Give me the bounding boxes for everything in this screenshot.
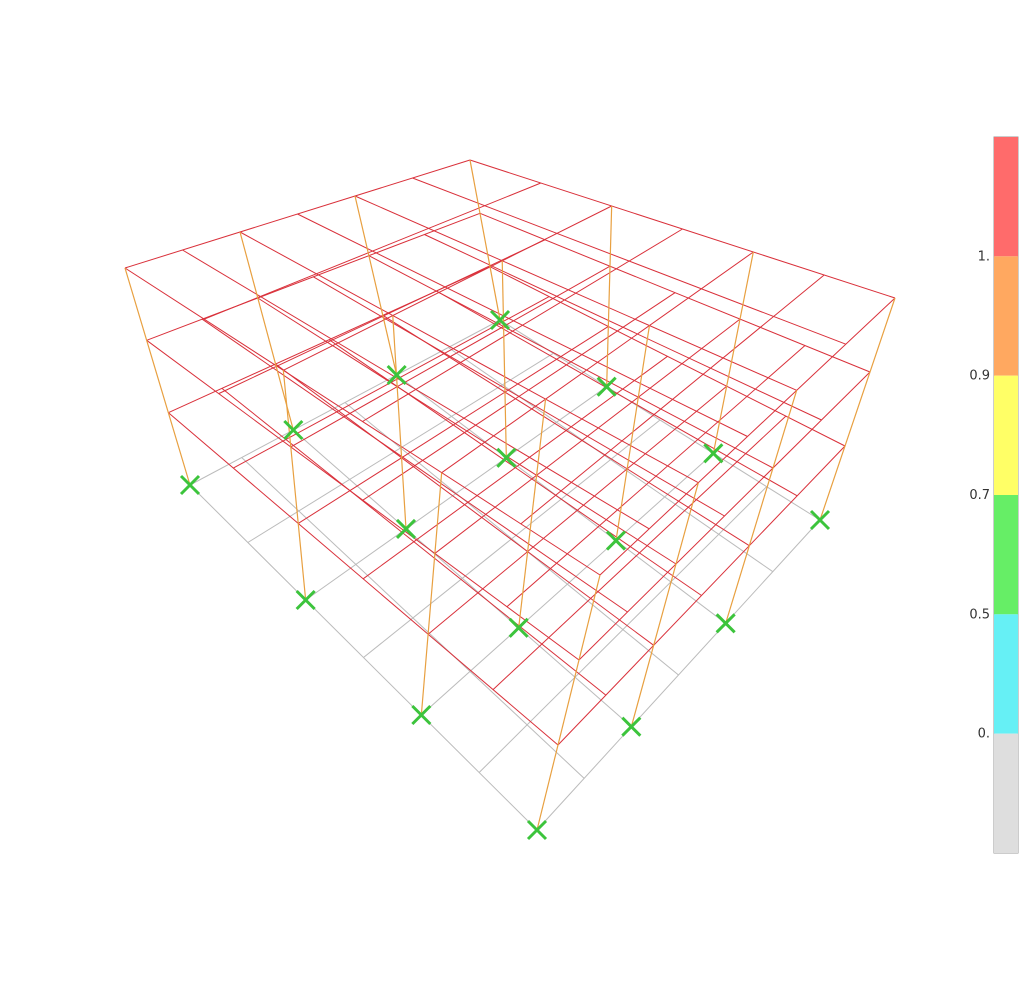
legend-band	[994, 137, 1018, 257]
support	[809, 509, 831, 531]
legend-label: 0.9	[969, 369, 990, 384]
support	[621, 716, 642, 737]
frame-model	[124, 159, 896, 841]
column	[392, 315, 407, 529]
column	[630, 482, 699, 727]
legend-band	[994, 733, 1018, 853]
beam	[420, 452, 714, 716]
support	[386, 364, 407, 386]
beam	[146, 339, 580, 661]
column	[239, 231, 294, 431]
beam	[506, 345, 806, 608]
beam	[520, 274, 825, 525]
support	[295, 589, 316, 611]
column	[725, 390, 798, 624]
column	[712, 251, 754, 454]
support	[715, 613, 736, 634]
color-legend: 1. 0.9 0.7 0.5 0.	[969, 136, 1019, 854]
beam	[275, 363, 654, 646]
legend-band	[994, 495, 1018, 615]
column	[518, 399, 547, 628]
beam	[168, 412, 559, 746]
beam	[536, 519, 821, 831]
support	[489, 309, 511, 331]
column	[819, 297, 896, 521]
beam	[182, 249, 650, 530]
legend-label: 1.	[978, 249, 990, 264]
support	[508, 617, 529, 638]
legend-label: 0.	[978, 727, 990, 742]
beam	[201, 318, 628, 613]
column	[469, 159, 501, 321]
column	[606, 205, 613, 387]
column	[420, 472, 443, 716]
column	[501, 260, 507, 458]
support	[395, 518, 417, 539]
legend-label: 0.7	[969, 488, 990, 503]
beam	[557, 445, 846, 746]
support	[596, 376, 617, 397]
beam	[146, 212, 481, 341]
beam	[434, 318, 741, 554]
support	[703, 443, 724, 464]
beam	[241, 457, 585, 779]
beam	[599, 297, 896, 576]
beam	[124, 267, 601, 576]
support	[283, 419, 304, 441]
support	[179, 474, 201, 496]
legend-band	[994, 256, 1018, 376]
beam	[578, 371, 871, 661]
legend-label: 0.5	[969, 607, 990, 622]
beam	[328, 339, 702, 596]
column	[354, 195, 398, 376]
support	[496, 447, 517, 468]
legend-band	[994, 614, 1018, 734]
beam	[189, 484, 538, 831]
column	[282, 370, 307, 601]
support	[605, 530, 627, 551]
column	[536, 574, 601, 831]
column	[124, 267, 191, 486]
support	[526, 819, 548, 841]
column	[615, 325, 651, 541]
legend-band	[994, 375, 1018, 495]
beam	[441, 251, 754, 474]
support	[411, 704, 432, 726]
